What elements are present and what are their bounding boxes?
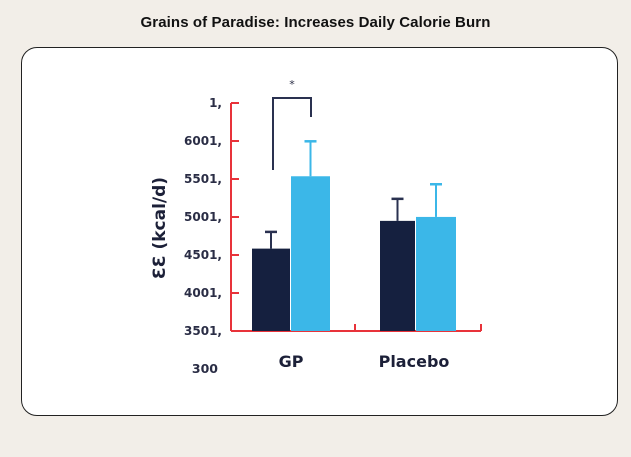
page-title: Grains of Paradise: Increases Daily Calo…	[140, 14, 491, 31]
y-axis-title: ƐƐ (kcal/d)	[150, 177, 170, 279]
bar-placebo-pre	[380, 220, 415, 331]
bars	[252, 97, 456, 331]
bar-gp-pre	[252, 248, 290, 331]
y-tick-label: 5501,	[184, 172, 222, 186]
y-tick-label: 6001,	[184, 134, 222, 148]
x-category-label: Placebo	[379, 352, 450, 371]
bar-placebo-post	[416, 216, 456, 331]
bar-gp-post	[291, 176, 330, 331]
labels: 1, 6001, 5501, 5001, 4501, 4001, 3501, GP Placeb…	[184, 78, 449, 371]
y-tick-label: 4001,	[184, 286, 222, 300]
y-tick-label: 5001,	[184, 210, 222, 224]
y-tick-label: 1,	[209, 96, 222, 110]
significance-marker: *	[289, 78, 295, 91]
x-category-label: GP	[279, 352, 304, 371]
significance-bracket	[272, 97, 312, 170]
y-tick-label-extra: 300	[192, 361, 218, 376]
y-tick-label: 4501,	[184, 248, 222, 262]
y-tick-label: 3501,	[184, 324, 222, 338]
